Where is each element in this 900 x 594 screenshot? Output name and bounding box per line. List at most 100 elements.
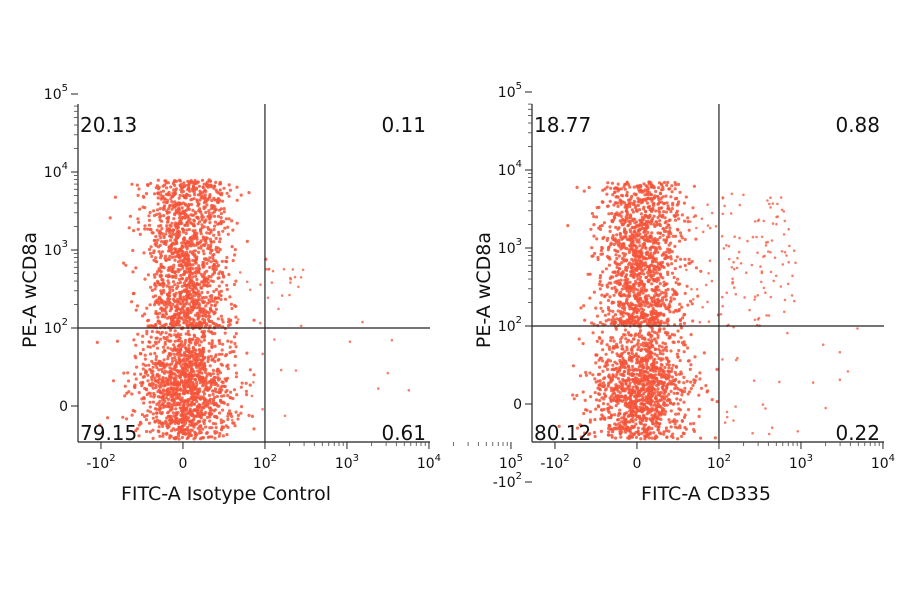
event-dot (669, 409, 673, 413)
event-dot (291, 268, 295, 271)
event-dot (211, 389, 215, 393)
event-dot (646, 193, 651, 197)
event-dot (181, 189, 185, 193)
event-dot (236, 413, 240, 417)
event-dot (151, 373, 155, 377)
event-dot (588, 272, 592, 276)
event-dot (187, 227, 191, 232)
event-dot (143, 277, 147, 281)
event-dot (188, 361, 192, 365)
event-dot (212, 240, 216, 244)
event-dot (154, 244, 158, 248)
event-dot (162, 290, 166, 294)
event-dot (634, 418, 638, 422)
event-dot (197, 374, 202, 378)
event-dot (209, 240, 214, 244)
event-dot (214, 287, 219, 292)
event-dot (191, 252, 195, 256)
event-dot (662, 321, 666, 325)
event-dot (623, 311, 627, 315)
event-dot (130, 300, 134, 304)
event-dot (598, 320, 603, 325)
event-dot (654, 424, 658, 428)
event-dot (207, 399, 211, 403)
event-dot (611, 275, 615, 279)
event-dot (160, 240, 164, 244)
event-dot (159, 391, 163, 395)
event-dot (663, 201, 667, 205)
event-dot (127, 390, 131, 394)
event-dot (612, 367, 616, 371)
event-dot (153, 407, 157, 411)
event-dot (178, 406, 182, 410)
event-dot (142, 251, 146, 255)
event-dot (611, 270, 615, 274)
event-dot (697, 393, 701, 397)
event-dot (678, 231, 683, 235)
event-dot (247, 413, 251, 417)
event-dot (220, 380, 224, 384)
event-dot (658, 231, 662, 235)
event-dot (168, 366, 172, 370)
event-dot (666, 287, 670, 291)
event-dot (664, 294, 668, 298)
event-dot (178, 430, 182, 434)
event-dot (192, 408, 196, 412)
event-dot (204, 295, 208, 299)
event-dot (660, 298, 665, 302)
event-dot (669, 296, 673, 300)
event-dot (193, 298, 197, 302)
event-dot (610, 433, 614, 437)
event-dot (190, 283, 194, 287)
event-dot (650, 362, 654, 367)
event-dot (661, 296, 665, 300)
x-tick-label: 0 (178, 456, 187, 472)
event-dot (704, 384, 708, 388)
event-dot (222, 394, 226, 398)
event-dot (167, 229, 171, 233)
event-dot (208, 412, 212, 416)
event-dot (223, 297, 228, 301)
event-dot (219, 421, 223, 425)
event-dot (245, 351, 249, 355)
event-dot (208, 221, 212, 225)
event-dot (213, 303, 217, 307)
event-dot (192, 305, 196, 309)
event-dot (587, 433, 591, 437)
event-dot (203, 309, 208, 313)
event-dot (669, 401, 673, 405)
event-dot (155, 411, 159, 415)
event-dot (230, 414, 234, 419)
event-dot (668, 187, 672, 191)
event-dot (683, 257, 687, 261)
event-dot (647, 236, 651, 240)
event-dot (152, 391, 156, 396)
event-dot (146, 409, 150, 413)
event-dot (170, 356, 174, 361)
event-dot (161, 184, 165, 188)
event-dot (213, 430, 217, 434)
event-dot (664, 194, 668, 198)
event-dot (211, 279, 215, 284)
event-dot (250, 414, 254, 418)
event-dot (273, 338, 276, 341)
event-dot (200, 223, 204, 227)
event-dot (628, 235, 632, 239)
event-dot (293, 275, 297, 279)
event-dot (666, 317, 670, 321)
event-dot (682, 321, 687, 325)
event-dot (630, 226, 634, 230)
event-dot (615, 317, 619, 321)
event-dot (627, 384, 632, 388)
event-dot (652, 296, 656, 300)
event-dot (653, 352, 657, 356)
event-dot (217, 290, 221, 294)
event-dot (164, 192, 168, 196)
event-dot (598, 388, 602, 392)
event-dot (159, 252, 163, 256)
event-dot (674, 281, 678, 285)
event-dot (157, 421, 161, 425)
event-dot (690, 259, 694, 264)
event-dot (639, 343, 643, 347)
